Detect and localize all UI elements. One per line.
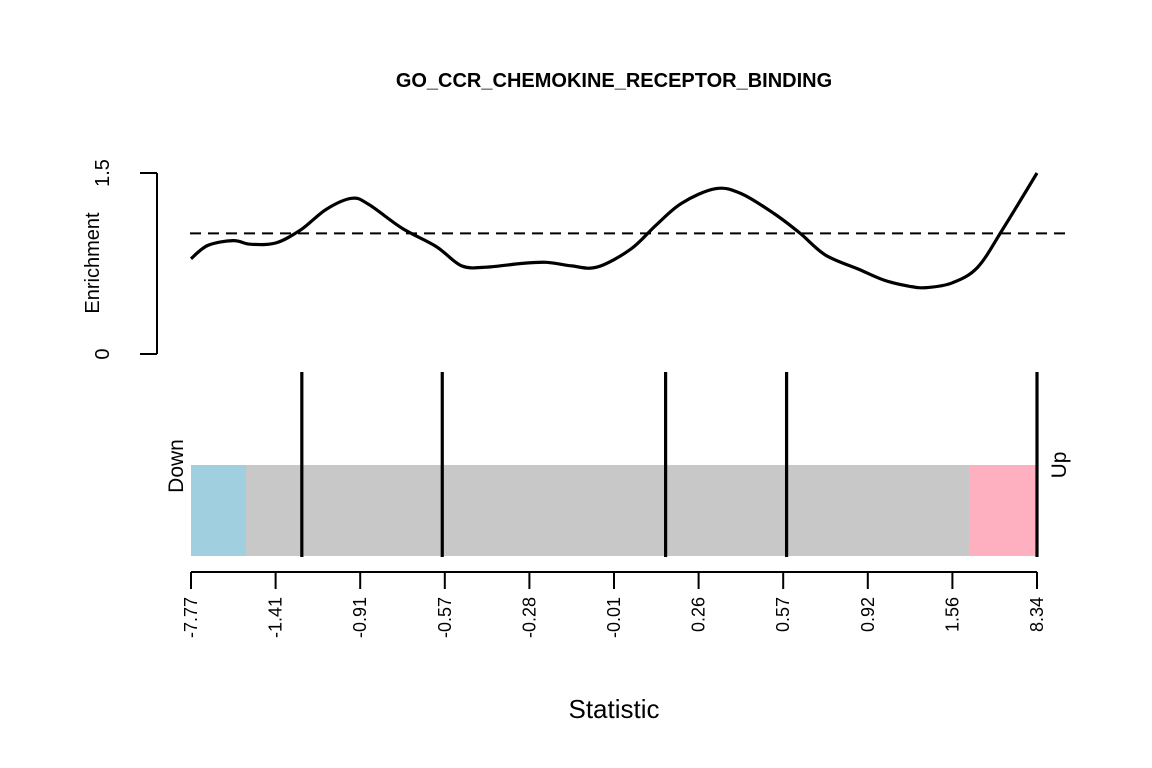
- up-region: [969, 465, 1037, 556]
- y-tick-label-0: 0: [92, 348, 114, 359]
- down-label: Down: [165, 439, 188, 493]
- y-axis: 0 1.5 Enrichment: [82, 159, 158, 360]
- x-ticks: -7.77 -1.41 -0.91 -0.57 -0.28 -0.01 0.26 0.57 0.…: [181, 572, 1047, 638]
- x-tick-label-10: 8.34: [1027, 597, 1047, 632]
- x-axis-label: Statistic: [568, 694, 659, 724]
- x-tick-label-6: 0.26: [689, 597, 709, 632]
- y-axis-label: Enrichment: [82, 212, 104, 314]
- x-tick-label-5: -0.01: [604, 597, 624, 638]
- x-tick-label-8: 0.92: [858, 597, 878, 632]
- y-tick-label-1: 1.5: [92, 159, 114, 187]
- up-label: Up: [1048, 452, 1071, 479]
- x-tick-label-7: 0.57: [773, 597, 793, 632]
- x-tick-label-0: -7.77: [181, 597, 201, 638]
- x-tick-label-1: -1.41: [266, 597, 286, 638]
- x-tick-label-2: -0.91: [350, 597, 370, 638]
- neutral-region: [191, 465, 1037, 556]
- chart-title: GO_CCR_CHEMOKINE_RECEPTOR_BINDING: [396, 70, 832, 92]
- x-tick-label-9: 1.56: [942, 597, 962, 632]
- x-tick-label-4: -0.28: [519, 597, 539, 638]
- barcode-panel: [191, 372, 1039, 557]
- x-tick-label-3: -0.57: [435, 597, 455, 638]
- enrichment-curve: [189, 172, 1039, 290]
- x-axis: -7.77 -1.41 -0.91 -0.57 -0.28 -0.01 0.26 0.57 0.…: [181, 571, 1047, 638]
- down-region: [191, 465, 246, 556]
- gene-lines: [300, 372, 1039, 557]
